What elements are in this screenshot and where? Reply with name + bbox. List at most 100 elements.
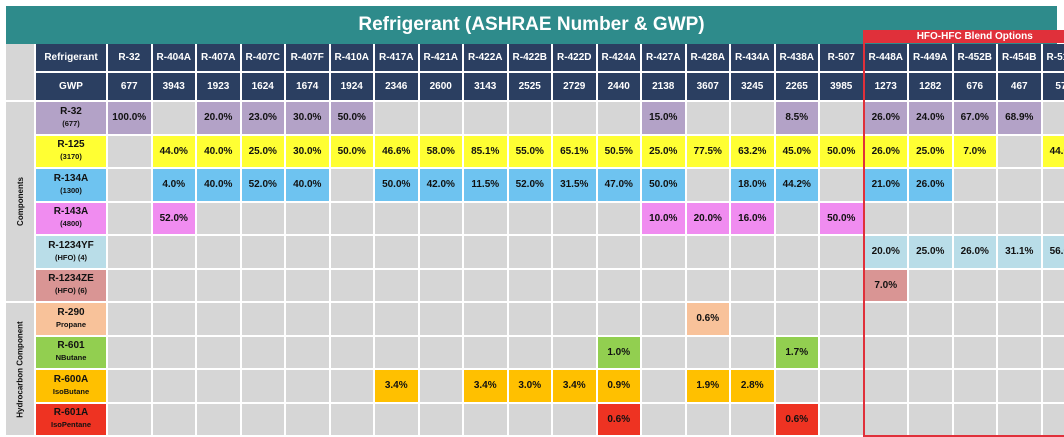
component-label: R-125(3170)	[36, 136, 106, 168]
percentage-cell	[153, 102, 196, 134]
percentage-cell	[286, 404, 329, 436]
percentage-cell	[331, 303, 374, 335]
percentage-cell	[598, 236, 641, 268]
percentage-cell	[108, 136, 151, 168]
percentage-cell: 20.0%	[865, 236, 908, 268]
percentage-cell	[598, 102, 641, 134]
percentage-cell	[865, 303, 908, 335]
percentage-cell	[286, 203, 329, 235]
percentage-cell	[153, 270, 196, 302]
percentage-cell	[420, 370, 463, 402]
percentage-cell	[197, 303, 240, 335]
percentage-cell	[598, 303, 641, 335]
header-corner	[6, 44, 34, 100]
percentage-cell: 67.0%	[954, 102, 997, 134]
gwp-value-header: 3943	[153, 73, 196, 100]
percentage-cell	[1043, 404, 1064, 436]
percentage-cell	[553, 404, 596, 436]
percentage-cell: 31.5%	[553, 169, 596, 201]
gwp-value-header: 2729	[553, 73, 596, 100]
percentage-cell	[687, 404, 730, 436]
refrigerant-name-header: R-427A	[642, 44, 685, 71]
percentage-cell	[954, 270, 997, 302]
component-name: R-1234YF	[48, 240, 94, 252]
percentage-cell	[375, 102, 418, 134]
percentage-cell	[731, 303, 774, 335]
percentage-cell: 23.0%	[242, 102, 285, 134]
percentage-cell: 46.6%	[375, 136, 418, 168]
percentage-cell: 26.0%	[865, 102, 908, 134]
percentage-cell: 16.0%	[731, 203, 774, 235]
component-subtitle: (1300)	[60, 185, 82, 197]
percentage-cell	[286, 370, 329, 402]
percentage-cell: 0.6%	[687, 303, 730, 335]
percentage-cell	[153, 236, 196, 268]
percentage-cell	[776, 270, 819, 302]
percentage-cell	[731, 270, 774, 302]
percentage-cell	[375, 203, 418, 235]
refrigerant-name-header: R-438A	[776, 44, 819, 71]
percentage-cell	[553, 303, 596, 335]
percentage-cell: 50.0%	[375, 169, 418, 201]
percentage-cell	[197, 236, 240, 268]
gwp-value-header: 3985	[820, 73, 863, 100]
gwp-value-header: 2138	[642, 73, 685, 100]
percentage-cell: 30.0%	[286, 102, 329, 134]
percentage-cell	[197, 404, 240, 436]
percentage-cell: 3.4%	[464, 370, 507, 402]
percentage-cell	[954, 337, 997, 369]
gwp-value-header: 1924	[331, 73, 374, 100]
refrigerant-name-header: R-452B	[954, 44, 997, 71]
component-name: R-601	[57, 340, 84, 352]
percentage-cell	[909, 303, 952, 335]
percentage-cell	[331, 203, 374, 235]
component-subtitle: (HFO) (6)	[55, 285, 87, 297]
percentage-cell: 0.6%	[598, 404, 641, 436]
gwp-value-header: 573	[1043, 73, 1064, 100]
percentage-cell	[1043, 337, 1064, 369]
refrigerant-name-header: R-407A	[197, 44, 240, 71]
component-name: R-601A	[54, 407, 88, 419]
percentage-cell: 10.0%	[642, 203, 685, 235]
refrigerant-name-header: R-422B	[509, 44, 552, 71]
percentage-cell	[998, 270, 1041, 302]
refrigerant-name-header: R-424A	[598, 44, 641, 71]
gwp-value-header: 2265	[776, 73, 819, 100]
percentage-cell	[464, 203, 507, 235]
component-subtitle: (677)	[62, 118, 80, 130]
percentage-cell	[420, 102, 463, 134]
percentage-cell: 31.1%	[998, 236, 1041, 268]
refrigerant-header-label: Refrigerant	[36, 44, 106, 71]
percentage-cell	[108, 404, 151, 436]
hfo-blend-label: HFO-HFC Blend Options	[863, 30, 1064, 43]
percentage-cell: 52.0%	[153, 203, 196, 235]
percentage-cell: 24.0%	[909, 102, 952, 134]
percentage-cell	[909, 270, 952, 302]
percentage-cell	[909, 404, 952, 436]
percentage-cell	[598, 203, 641, 235]
group-label: Components	[16, 177, 25, 226]
percentage-cell	[865, 370, 908, 402]
gwp-value-header: 3607	[687, 73, 730, 100]
component-name: R-290	[57, 307, 84, 319]
percentage-cell	[820, 404, 863, 436]
component-subtitle: (HFO) (4)	[55, 252, 87, 264]
percentage-cell	[375, 236, 418, 268]
percentage-cell	[776, 236, 819, 268]
percentage-cell	[820, 102, 863, 134]
percentage-cell: 25.0%	[909, 236, 952, 268]
percentage-cell	[242, 203, 285, 235]
percentage-cell	[820, 236, 863, 268]
percentage-cell	[1043, 203, 1064, 235]
refrigerant-name-header: R-407F	[286, 44, 329, 71]
component-name: R-125	[57, 139, 84, 151]
percentage-cell	[331, 370, 374, 402]
percentage-cell	[598, 270, 641, 302]
percentage-cell	[553, 337, 596, 369]
percentage-cell	[108, 337, 151, 369]
percentage-cell	[420, 404, 463, 436]
percentage-cell: 58.0%	[420, 136, 463, 168]
percentage-cell	[108, 303, 151, 335]
